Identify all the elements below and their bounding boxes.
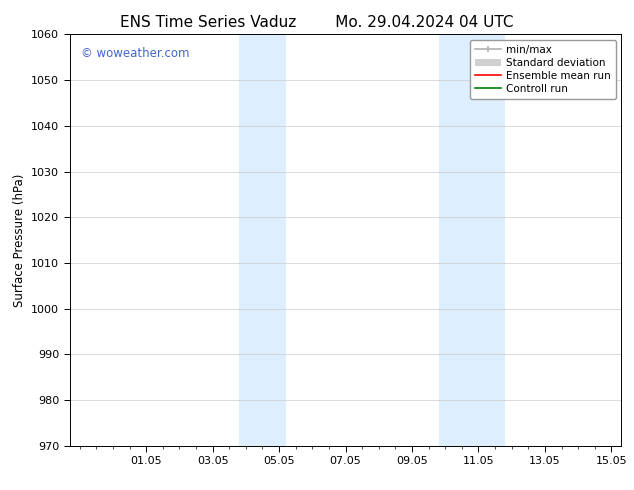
Text: © woweather.com: © woweather.com [81, 47, 190, 60]
Bar [239, 34, 286, 446]
Legend: min/max, Standard deviation, Ensemble mean run, Controll run: min/max, Standard deviation, Ensemble me… [470, 40, 616, 99]
Y-axis label: Surface Pressure (hPa): Surface Pressure (hPa) [13, 173, 25, 307]
Text: ENS Time Series Vaduz        Mo. 29.04.2024 04 UTC: ENS Time Series Vaduz Mo. 29.04.2024 04 … [120, 15, 514, 30]
Bar [439, 34, 505, 446]
